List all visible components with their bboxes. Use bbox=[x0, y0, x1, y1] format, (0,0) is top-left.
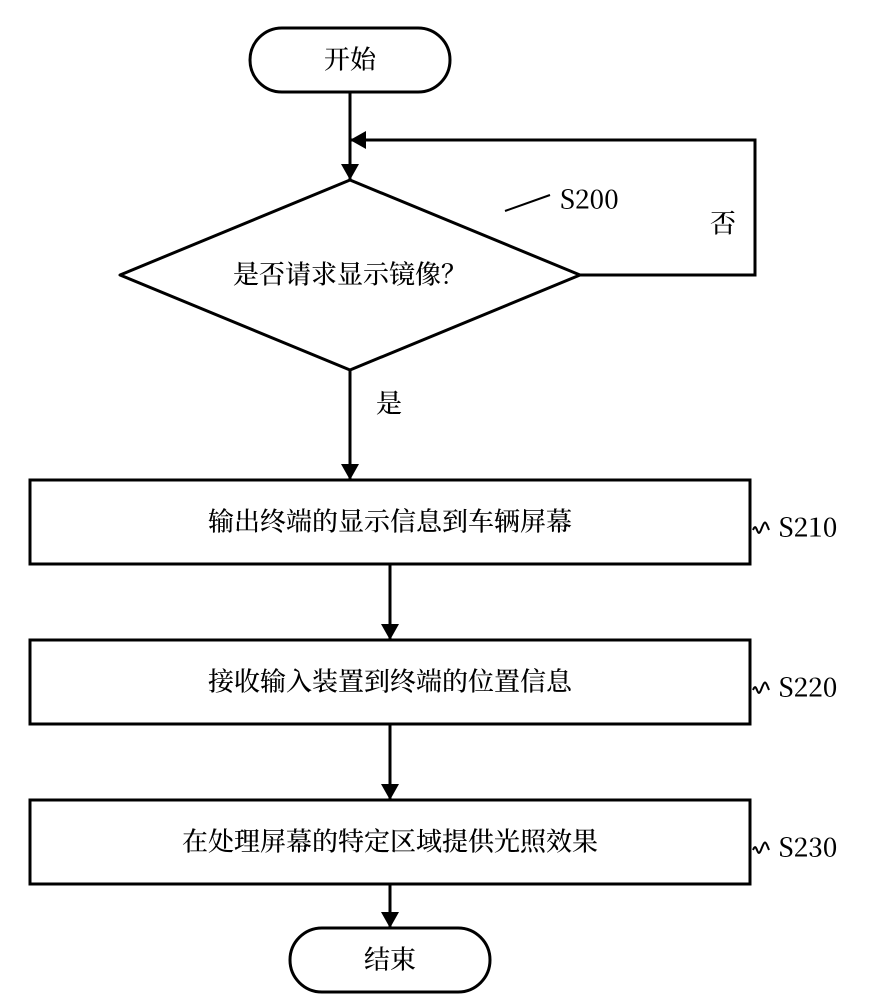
process-s230-label: 在处理屏幕的特定区域提供光照效果 bbox=[182, 822, 598, 859]
end-node-label: 结束 bbox=[364, 940, 416, 977]
edge-4-head bbox=[381, 912, 399, 928]
process-s220-label: 接收输入装置到终端的位置信息 bbox=[208, 662, 573, 699]
edge-3-head bbox=[381, 784, 399, 800]
s230-step-label: S230 bbox=[779, 828, 838, 865]
s220-connector bbox=[753, 683, 769, 693]
process-s210-label: 输出终端的显示信息到车辆屏幕 bbox=[208, 502, 572, 539]
branch-yes-label: 是 bbox=[376, 384, 402, 421]
s200-leader bbox=[505, 195, 550, 211]
decision-node-label: 是否请求显示镜像？ bbox=[233, 255, 467, 292]
edge-no-loop-5-head bbox=[350, 131, 366, 149]
branch-no-label: 否 bbox=[710, 204, 736, 241]
edge-0-head bbox=[341, 164, 359, 180]
s210-connector bbox=[753, 523, 769, 533]
edge-1-head bbox=[341, 464, 359, 480]
s220-step-label: S220 bbox=[779, 668, 838, 705]
s210-step-label: S210 bbox=[779, 508, 838, 545]
s200-step-label: S200 bbox=[560, 180, 619, 217]
start-node-label: 开始 bbox=[324, 40, 377, 77]
edge-2-head bbox=[381, 624, 399, 640]
s230-connector bbox=[753, 843, 769, 853]
